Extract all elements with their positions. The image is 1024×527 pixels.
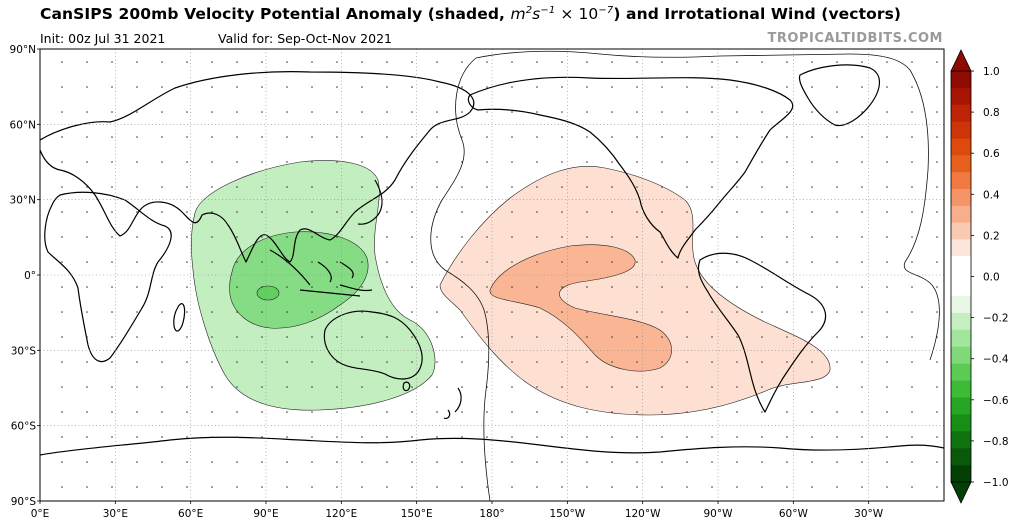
zero-contours xyxy=(430,50,940,501)
lon-label: 120°W xyxy=(625,508,661,520)
colorbar-swatch xyxy=(951,414,971,432)
colorbar-tick-label: −1.0 xyxy=(983,477,1009,489)
lat-label: 30°S xyxy=(11,345,37,357)
colorbar-tick-label: 0.0 xyxy=(983,272,1000,284)
colorbar-tick-label: −0.8 xyxy=(983,436,1009,448)
longitude-labels: 0°E 30°E 60°E 90°E 120°E 150°E 180° 150°W 120°W 9… xyxy=(31,501,884,520)
lat-label: 60°S xyxy=(11,421,37,433)
colorbar-bottom-arrow xyxy=(950,481,972,504)
colorbar-swatch xyxy=(951,431,971,449)
title-unit-times: × 10 xyxy=(555,5,599,24)
colorbar-swatch xyxy=(951,121,971,139)
colorbar-swatch xyxy=(951,380,971,398)
title-tail: ) and Irrotational Wind (vectors) xyxy=(613,5,902,24)
lon-label: 180° xyxy=(479,508,504,520)
colorbar-swatch xyxy=(951,155,971,173)
chart-title: CanSIPS 200mb Velocity Potential Anomaly… xyxy=(40,5,901,23)
colorbar-swatch xyxy=(951,87,971,105)
colorbar-swatch xyxy=(951,104,971,122)
colorbar-tick-label: −0.4 xyxy=(983,354,1009,366)
lon-label: 60°E xyxy=(178,508,203,520)
lat-label: 30°N xyxy=(10,195,36,207)
title-main: CanSIPS 200mb Velocity Potential Anomaly… xyxy=(40,5,511,24)
colorbar-swatch xyxy=(951,71,971,89)
lon-label: 90°E xyxy=(253,508,278,520)
title-unit-exp3: −7 xyxy=(598,5,614,16)
colorbar-swatch xyxy=(951,171,971,190)
lon-label: 60°W xyxy=(779,508,809,520)
init-time: Init: 00z Jul 31 2021 xyxy=(40,31,166,46)
colorbar-swatch xyxy=(951,465,971,483)
title-unit-s: s xyxy=(532,5,541,24)
lon-label: 0°E xyxy=(31,508,50,520)
site-credit: TROPICALTIDBITS.COM xyxy=(767,31,943,46)
colorbar-swatch xyxy=(951,222,971,240)
lon-label: 150°W xyxy=(549,508,585,520)
title-unit-exp1: 2 xyxy=(525,5,533,16)
colorbar-swatch xyxy=(951,205,971,223)
colorbar-tick-label: −0.6 xyxy=(983,395,1009,407)
lat-label: 90°N xyxy=(10,44,36,56)
colorbar: 1.0 0.8 0.6 0.4 0.2 0.0 −0.2 −0.4 −0.6 −0.8 −1.0 xyxy=(950,49,1009,504)
colorbar-tick-label: 0.6 xyxy=(983,148,1000,160)
title-unit-exp2: −1 xyxy=(540,5,556,16)
colorbar-tick-label: 0.2 xyxy=(983,230,1000,242)
lon-label: 90°W xyxy=(704,508,734,520)
latitude-labels: 90°N 60°N 30°N 0° 30°S 60°S 90°S xyxy=(10,44,40,508)
valid-period: Valid for: Sep-Oct-Nov 2021 xyxy=(218,31,392,46)
lon-label: 30°W xyxy=(854,508,884,520)
colorbar-tick-label: 0.4 xyxy=(983,189,1000,201)
colorbar-swatch xyxy=(951,329,971,348)
colorbar-swatch xyxy=(951,296,971,314)
graticule xyxy=(40,49,944,501)
colorbar-swatch xyxy=(951,448,971,466)
lon-label: 30°E xyxy=(103,508,128,520)
lon-label: 120°E xyxy=(325,508,357,520)
colorbar-swatch xyxy=(951,346,971,364)
colorbar-swatch xyxy=(951,312,971,331)
colorbar-tick-label: 0.8 xyxy=(983,107,1000,119)
lat-label: 90°S xyxy=(11,496,37,508)
colorbar-top-arrow xyxy=(950,49,972,72)
colorbar-swatch xyxy=(951,138,971,156)
colorbar-swatch xyxy=(951,397,971,415)
colorbar-ticks: 1.0 0.8 0.6 0.4 0.2 0.0 −0.2 −0.4 −0.6 −0.8 −1.0 xyxy=(971,66,1009,489)
colorbar-zero-band xyxy=(951,256,971,296)
colorbar-negative xyxy=(951,296,971,483)
colorbar-swatch xyxy=(951,188,971,206)
lat-label: 60°N xyxy=(10,119,36,131)
lon-label: 150°E xyxy=(401,508,433,520)
lat-label: 0° xyxy=(24,270,36,282)
title-unit-m: m xyxy=(510,5,526,24)
colorbar-tick-label: 1.0 xyxy=(983,66,1000,78)
colorbar-swatch xyxy=(951,239,971,257)
colorbar-tick-label: −0.2 xyxy=(983,313,1009,325)
colorbar-swatch xyxy=(951,363,971,381)
colorbar-positive xyxy=(951,71,971,257)
